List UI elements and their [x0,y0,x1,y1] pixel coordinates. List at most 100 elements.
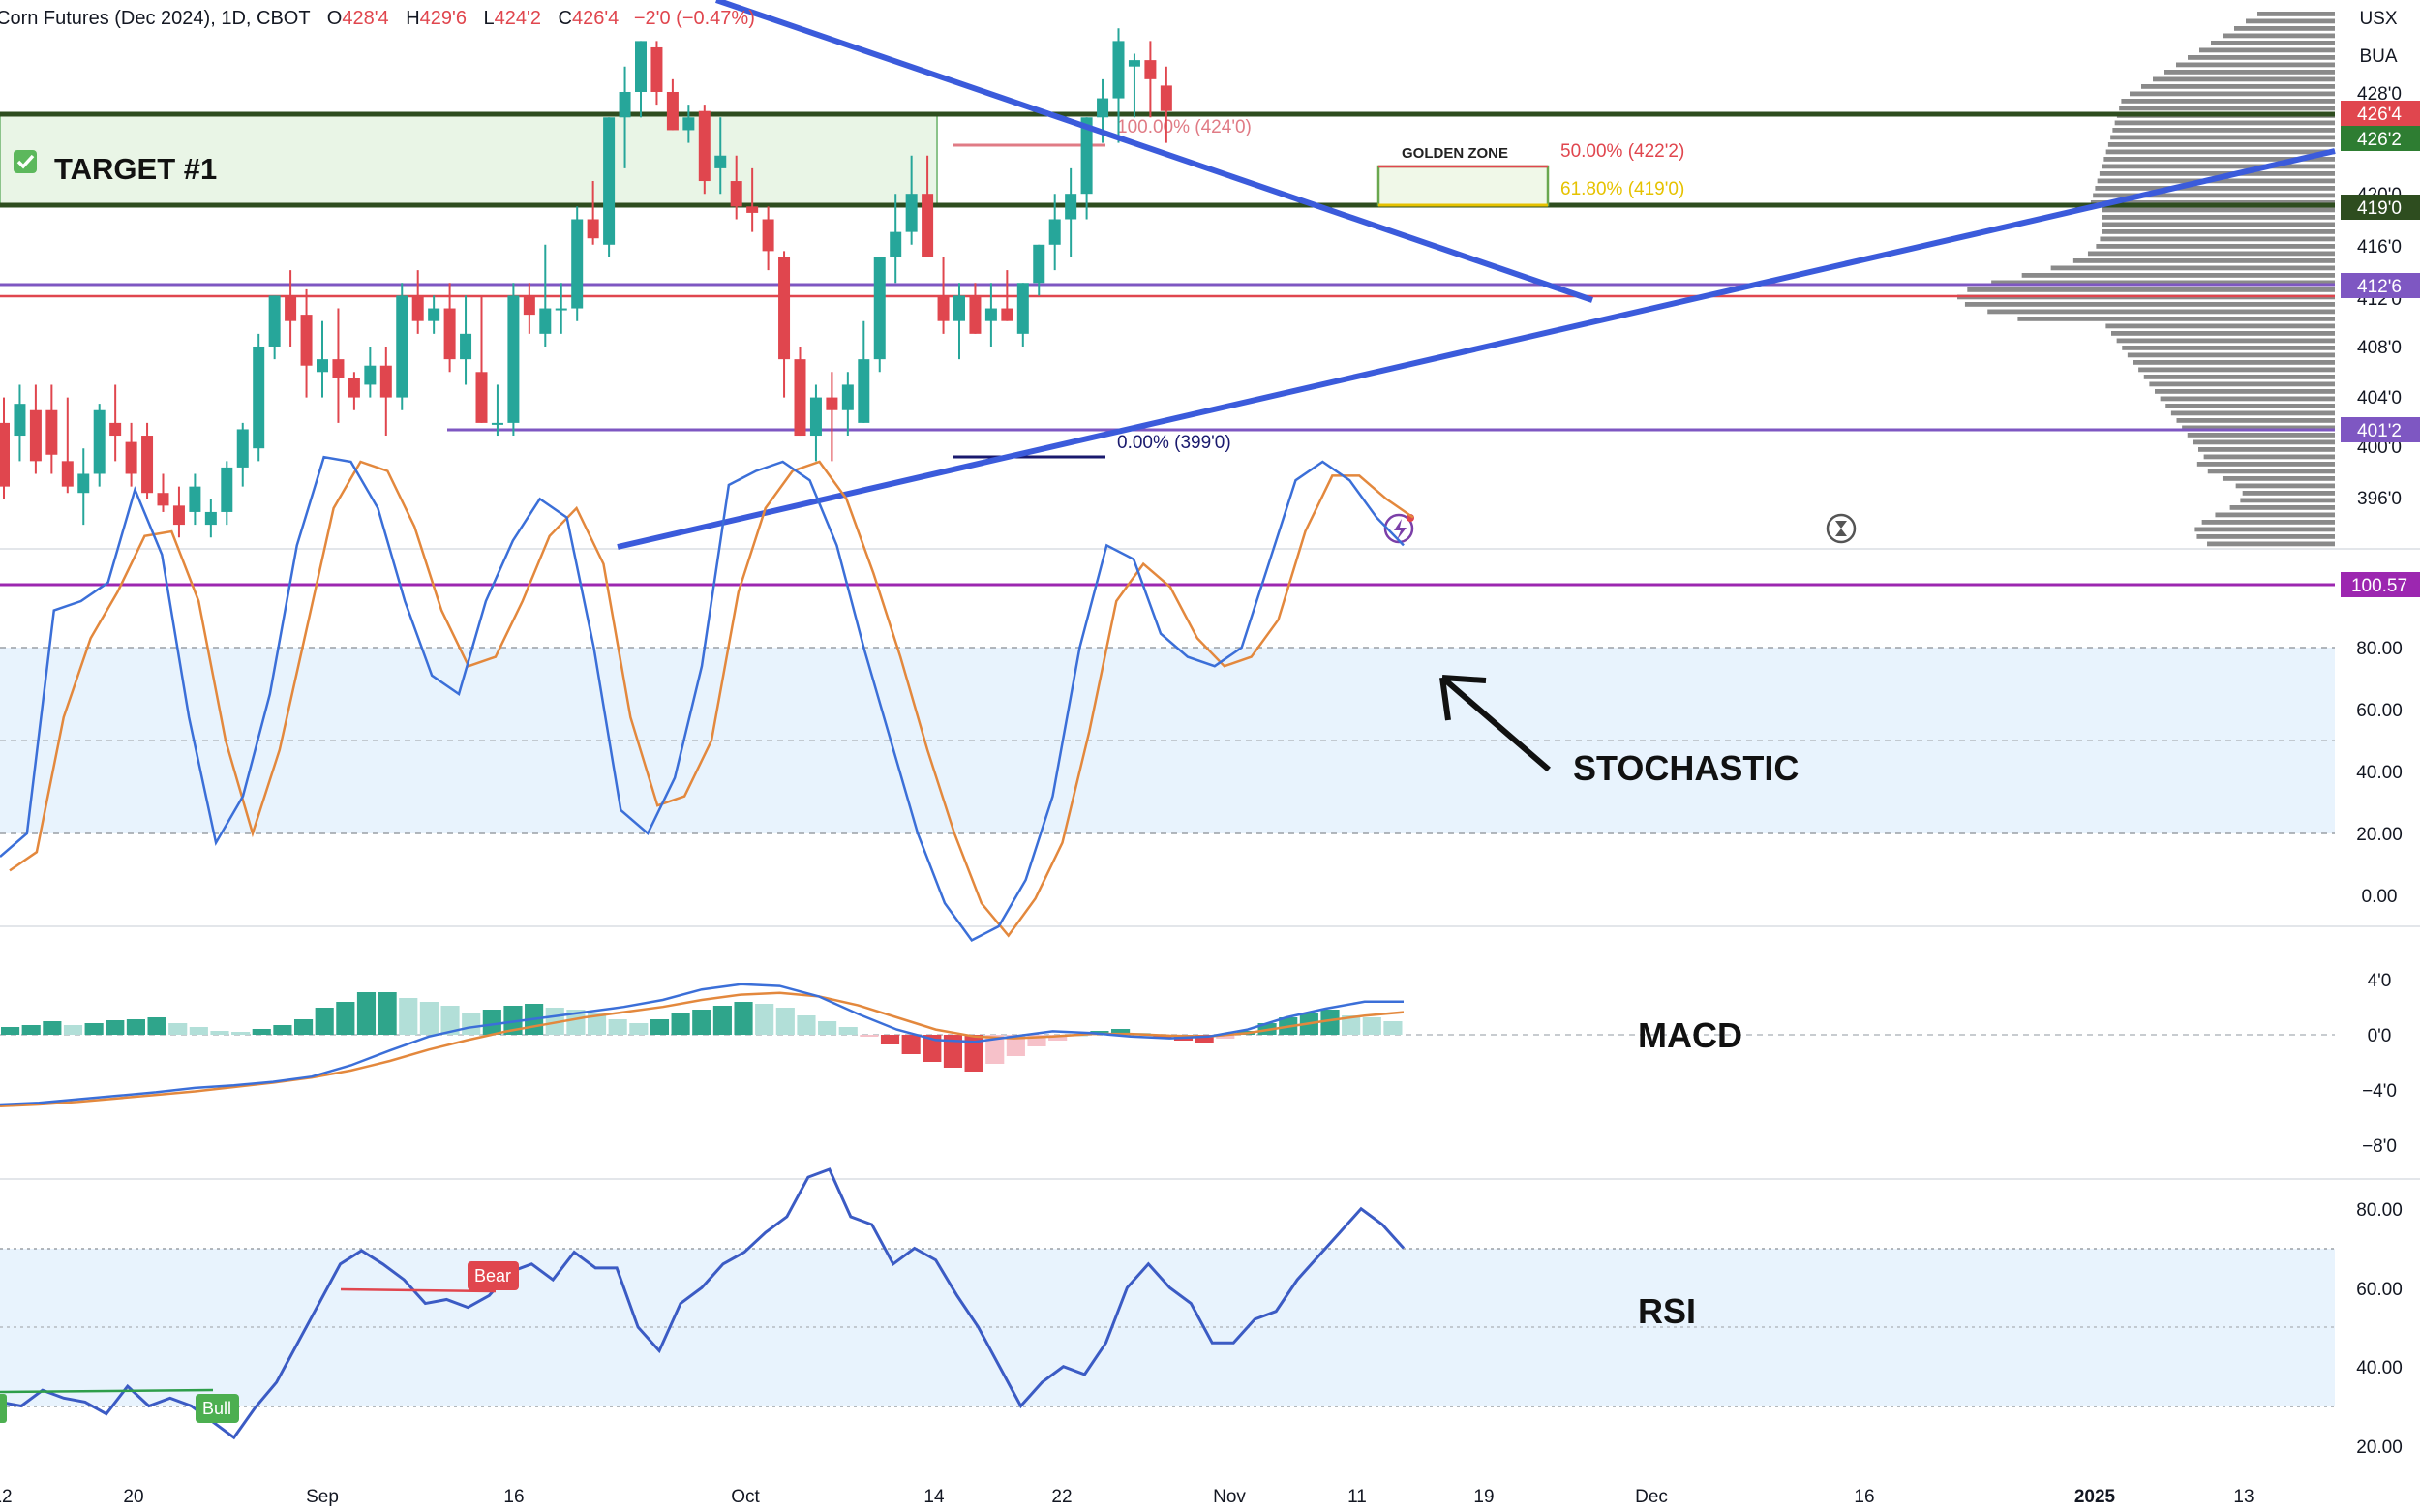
macd-histogram-bar[interactable] [629,1023,649,1035]
candle-body[interactable] [29,409,42,462]
macd-histogram-bar[interactable] [462,1013,481,1035]
bull-tag[interactable] [196,1394,239,1423]
macd-histogram-bar[interactable] [189,1027,208,1035]
golden-zone-box[interactable] [1376,165,1550,207]
macd-histogram-bar[interactable] [43,1021,62,1035]
candle-body[interactable] [587,219,599,239]
descending-trendline[interactable] [715,0,1593,303]
bear-divergence-line[interactable] [340,1287,497,1293]
macd-histogram-bar[interactable] [1195,1035,1214,1043]
arrow-annotation[interactable] [1440,675,1551,772]
macd-histogram-bar[interactable] [566,1010,586,1035]
candle-body[interactable] [1033,244,1045,284]
candle-body[interactable] [714,155,727,168]
macd-histogram-bar[interactable] [336,1002,355,1035]
candle-body[interactable] [603,117,616,245]
time-scale[interactable]: 12 20 Sep 16 Oct 14 22 Nov 11 19 Dec 16 2025 13 [0,1487,2254,1507]
candle-body[interactable] [826,397,838,410]
candle-body[interactable] [841,384,854,410]
macd-histogram-bar[interactable] [734,1002,753,1035]
stochastic-scale[interactable]: 80.00 60.00 40.00 20.00 0.00 100.57 [2341,572,2420,907]
candle-body[interactable] [984,308,997,321]
macd-histogram-bar[interactable] [399,998,418,1035]
macd-histogram-bar[interactable] [712,1006,732,1035]
macd-histogram-bar[interactable] [293,1019,314,1035]
macd-histogram-bar[interactable] [755,1004,774,1035]
candle-body[interactable] [172,505,185,526]
candle-body[interactable] [698,110,711,182]
candle-body[interactable] [635,41,647,92]
candle-body[interactable] [204,511,217,526]
macd-histogram-bar[interactable] [482,1010,501,1035]
candle-body[interactable] [460,333,472,360]
macd-histogram-bar[interactable] [901,1035,921,1054]
candle-body[interactable] [300,315,313,366]
macd-histogram-bar[interactable] [440,1006,460,1035]
macd-histogram-bar[interactable] [943,1035,963,1068]
stoch-badge[interactable] [2341,572,2420,597]
candle-body[interactable] [317,359,328,373]
macd-histogram-bar[interactable] [838,1027,858,1035]
candle-body[interactable] [1160,85,1172,111]
macd-histogram-bar[interactable] [168,1023,188,1035]
candle-body[interactable] [379,365,392,398]
macd-line[interactable] [0,983,1404,1106]
macd-histogram[interactable] [1,992,1403,1072]
candle-body[interactable] [746,206,759,213]
macd-histogram-bar[interactable] [1320,1010,1340,1035]
candle-body[interactable] [125,441,137,474]
candle-body[interactable] [794,359,806,437]
candle-body[interactable] [555,308,567,311]
candle-body[interactable] [619,91,631,118]
candle-body[interactable] [539,308,552,334]
candle-body[interactable] [873,257,886,360]
ascending-trendline[interactable] [617,148,2336,550]
candle-body[interactable] [507,295,520,423]
candle-body[interactable] [922,194,934,257]
candle-body[interactable] [189,486,201,512]
candle-body[interactable] [14,404,26,437]
rsi-scale[interactable]: 80.00 60.00 40.00 20.00 [2356,1200,2403,1458]
candle-body[interactable] [236,429,249,468]
candlestick-series[interactable] [0,28,1172,538]
candle-body[interactable] [682,117,695,131]
macd-histogram-bar[interactable] [587,1013,607,1035]
rsi-line[interactable] [0,1167,1406,1440]
macd-histogram-bar[interactable] [273,1025,292,1035]
candle-body[interactable] [157,493,169,506]
candle-body[interactable] [571,219,584,309]
macd-histogram-bar[interactable] [63,1025,83,1035]
candle-body[interactable] [1097,98,1109,118]
macd-histogram-bar[interactable] [356,992,377,1035]
candle-body[interactable] [268,295,281,347]
candle-body[interactable] [1065,194,1077,220]
macd-histogram-bar[interactable] [1362,1017,1381,1035]
macd-histogram-bar[interactable] [126,1019,145,1035]
candle-body[interactable] [953,295,965,321]
macd-histogram-bar[interactable] [608,1019,627,1035]
macd-histogram-bar[interactable] [21,1025,41,1035]
candle-body[interactable] [523,295,535,316]
bear-tag[interactable] [468,1261,519,1290]
macd-histogram-bar[interactable] [880,1035,900,1044]
candle-body[interactable] [666,91,679,131]
macd-histogram-bar[interactable] [923,1035,942,1062]
candle-body[interactable] [45,409,58,455]
lightning-event-icon[interactable] [1383,513,1414,544]
candle-body[interactable] [221,467,233,512]
stochastic-k-line[interactable] [0,455,1405,943]
candle-body[interactable] [809,397,822,437]
price-scale[interactable]: USX BUA 428'0420'0416'0412'0408'0404'040… [2341,9,2420,509]
candle-body[interactable] [858,359,870,423]
macd-histogram-bar[interactable] [1006,1035,1025,1056]
candle-body[interactable] [396,295,408,398]
candle-body[interactable] [890,231,902,257]
macd-histogram-bar[interactable] [231,1032,251,1035]
macd-histogram-bar[interactable] [775,1008,795,1035]
price-badge[interactable] [2341,273,2420,298]
macd-histogram-bar[interactable] [419,1002,439,1035]
macd-histogram-bar[interactable] [860,1035,879,1037]
candle-body[interactable] [93,409,106,474]
candle-body[interactable] [348,378,360,398]
